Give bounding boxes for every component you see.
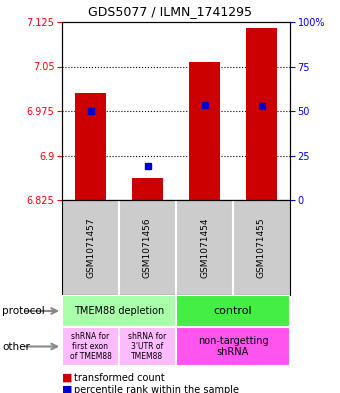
Text: shRNA for
first exon
of TMEM88: shRNA for first exon of TMEM88 <box>70 332 112 362</box>
Bar <box>189 62 220 200</box>
Text: ■: ■ <box>62 373 72 383</box>
Text: shRNA for
3'UTR of
TMEM88: shRNA for 3'UTR of TMEM88 <box>129 332 167 362</box>
Text: GSM1071457: GSM1071457 <box>86 217 95 278</box>
Text: non-targetting
shRNA: non-targetting shRNA <box>198 336 268 357</box>
Text: GSM1071454: GSM1071454 <box>200 217 209 278</box>
Text: GSM1071455: GSM1071455 <box>257 217 266 278</box>
Bar <box>246 28 277 200</box>
Text: TMEM88 depletion: TMEM88 depletion <box>74 306 164 316</box>
Bar <box>62 295 176 327</box>
Text: percentile rank within the sample: percentile rank within the sample <box>74 385 239 393</box>
Text: ■: ■ <box>62 385 72 393</box>
Bar <box>176 327 290 366</box>
Text: transformed count: transformed count <box>74 373 165 383</box>
Text: protocol: protocol <box>2 306 45 316</box>
Text: GDS5077 / ILMN_1741295: GDS5077 / ILMN_1741295 <box>88 5 252 18</box>
Text: GSM1071456: GSM1071456 <box>143 217 152 278</box>
Text: other: other <box>2 342 30 351</box>
Bar <box>119 327 176 366</box>
Bar <box>132 178 163 200</box>
Bar <box>75 93 106 200</box>
Bar <box>62 327 119 366</box>
Bar <box>176 295 290 327</box>
Text: control: control <box>214 306 252 316</box>
